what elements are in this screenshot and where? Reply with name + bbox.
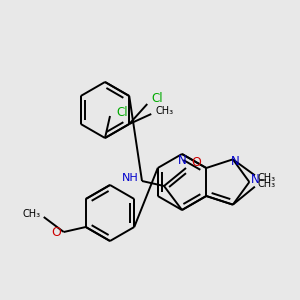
Text: O: O xyxy=(191,155,201,169)
Text: O: O xyxy=(51,226,61,238)
Text: CH₃: CH₃ xyxy=(258,173,276,183)
Text: CH₃: CH₃ xyxy=(23,209,41,219)
Text: CH₃: CH₃ xyxy=(258,179,276,189)
Text: Cl: Cl xyxy=(152,92,163,106)
Text: N: N xyxy=(251,173,260,187)
Text: NH: NH xyxy=(122,173,138,183)
Text: Cl: Cl xyxy=(116,106,128,118)
Text: N: N xyxy=(230,155,239,168)
Text: N: N xyxy=(178,154,186,167)
Text: CH₃: CH₃ xyxy=(155,106,173,116)
